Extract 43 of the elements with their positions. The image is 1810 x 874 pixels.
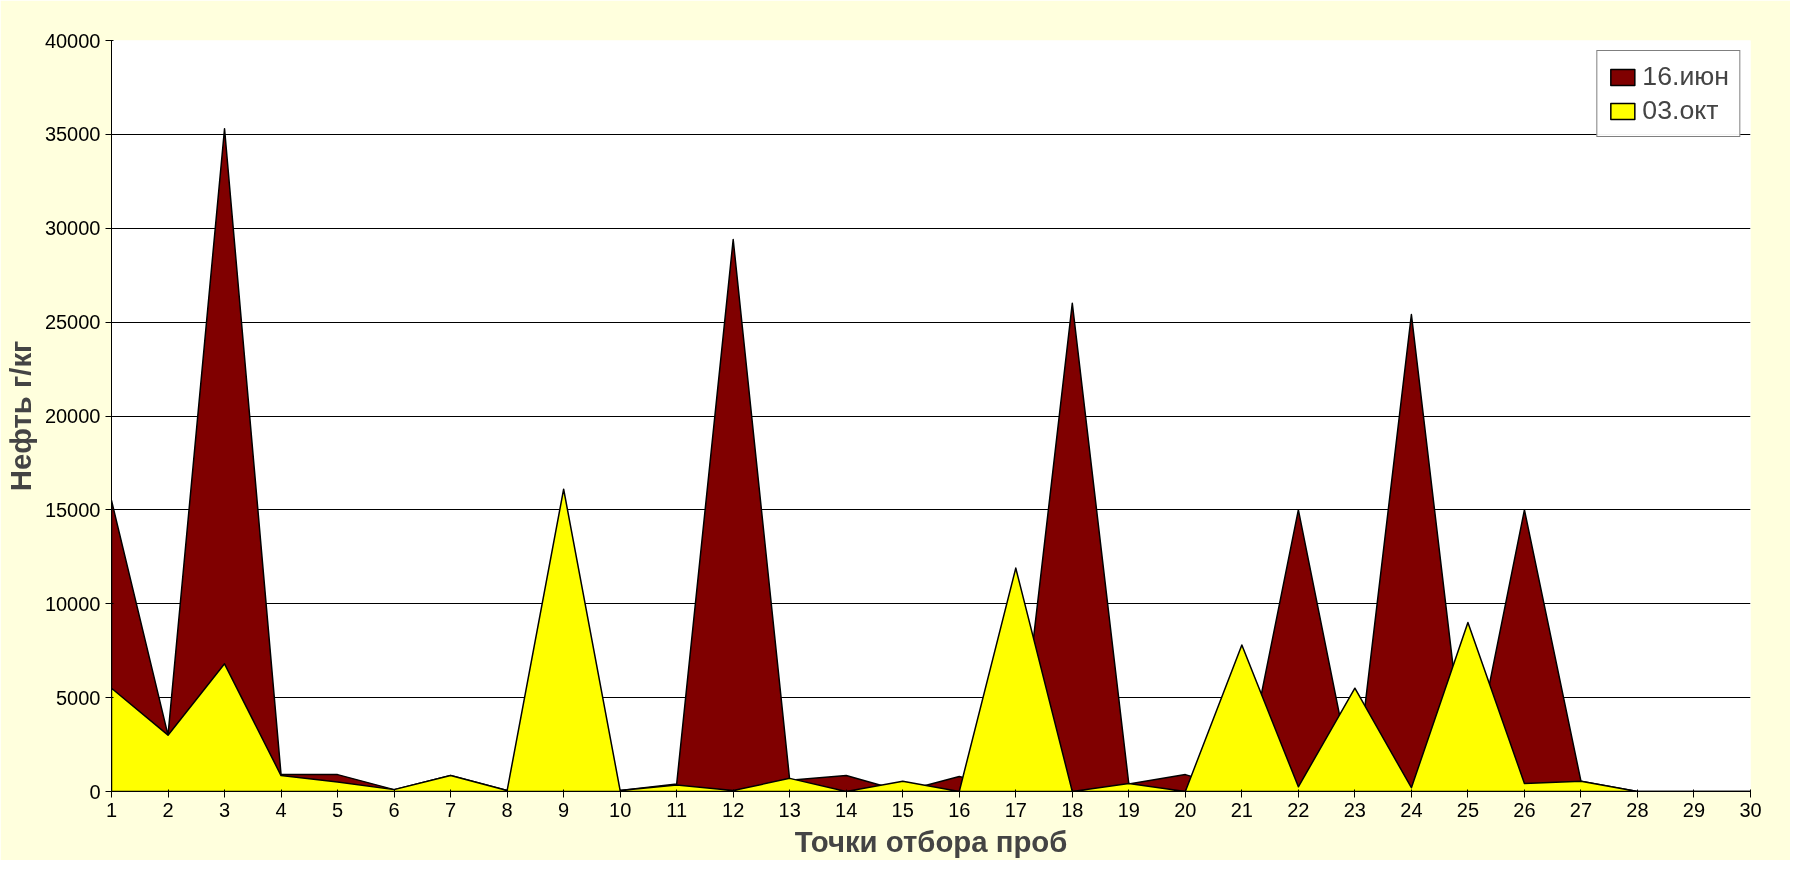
y-tick-label: 40000 xyxy=(44,29,101,52)
x-tick-label: 22 xyxy=(1287,798,1310,821)
x-axis-title: Точки отбора проб xyxy=(794,824,1068,858)
x-tick-label: 27 xyxy=(1569,798,1593,821)
x-tick-label: 16 xyxy=(948,798,971,821)
x-tick-label: 18 xyxy=(1061,798,1084,821)
x-tick-label: 17 xyxy=(1004,798,1027,821)
x-tick-label: 26 xyxy=(1513,798,1536,821)
y-tick-label: 15000 xyxy=(44,498,101,521)
x-tick-label: 23 xyxy=(1343,798,1367,821)
x-tick-label: 3 xyxy=(218,798,231,821)
y-tick-label: 30000 xyxy=(44,217,101,240)
x-tick-label: 8 xyxy=(501,798,513,821)
x-tick-label: 24 xyxy=(1400,798,1423,821)
x-tick-label: 15 xyxy=(891,798,914,821)
x-tick-label: 11 xyxy=(666,798,688,821)
x-tick-label: 14 xyxy=(835,798,858,821)
x-tick-label: 5 xyxy=(332,798,344,821)
y-tick-label: 0 xyxy=(89,780,101,803)
x-tick-label: 25 xyxy=(1456,798,1480,821)
x-tick-label: 2 xyxy=(162,798,174,821)
x-tick-label: 20 xyxy=(1174,798,1197,821)
x-tick-label: 4 xyxy=(275,798,287,821)
y-tick-label: 5000 xyxy=(56,686,101,709)
legend-label: 03.окт xyxy=(1642,95,1719,126)
x-tick-label: 7 xyxy=(445,798,457,821)
y-tick-label: 35000 xyxy=(44,123,101,146)
x-tick-label: 12 xyxy=(722,798,745,821)
x-tick-label: 6 xyxy=(388,798,400,821)
y-tick-label: 25000 xyxy=(44,311,101,334)
x-tick-label: 29 xyxy=(1682,798,1706,821)
x-tick-label: 13 xyxy=(778,798,801,821)
x-tick-label: 21 xyxy=(1230,798,1253,821)
legend-label: 16.июн xyxy=(1642,61,1729,92)
x-tick-label: 28 xyxy=(1626,798,1649,821)
x-tick-label: 19 xyxy=(1117,798,1140,821)
y-tick-label: 20000 xyxy=(44,405,101,427)
x-tick-label: 9 xyxy=(558,798,570,821)
x-tick-label: 30 xyxy=(1739,798,1762,821)
x-tick-label: 10 xyxy=(609,798,632,821)
y-axis-title: Нефть г/кг xyxy=(3,340,37,492)
y-tick-label: 10000 xyxy=(44,592,101,615)
x-tick-label: 1 xyxy=(105,798,118,821)
